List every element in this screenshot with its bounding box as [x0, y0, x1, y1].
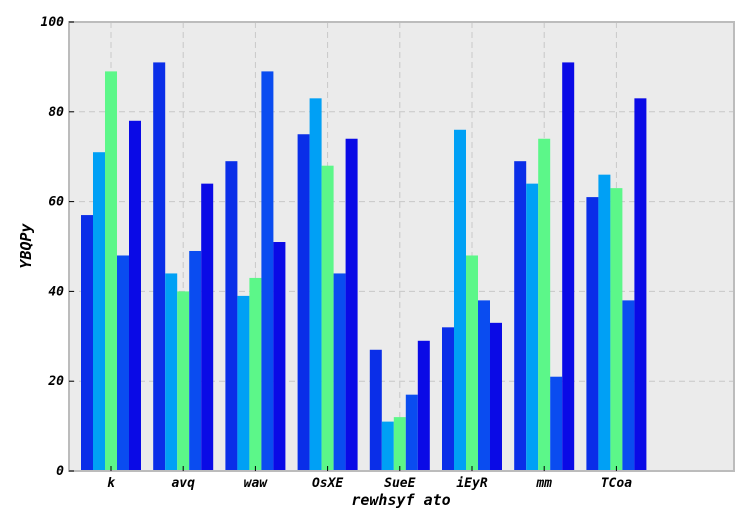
bar-waw-series-4	[261, 71, 274, 471]
x-tick-label: OsXE	[312, 476, 343, 491]
bars	[81, 62, 647, 472]
bar-waw-series-2	[237, 295, 250, 471]
bar-mm-series-5	[562, 62, 575, 471]
bar-k-series-3	[105, 71, 117, 471]
bar-TCoa-series-2	[598, 174, 611, 471]
y-tick-label: 80	[48, 105, 64, 120]
x-tick-label: waw	[244, 476, 269, 491]
bar-TCoa-series-3	[610, 188, 623, 471]
x-axis-ticks: k avq waw OsXE SueE iEyR mm TCoa	[107, 466, 632, 491]
bar-k-series-1	[81, 215, 93, 471]
x-tick-label: SueE	[384, 476, 415, 491]
x-tick-label: mm	[535, 476, 552, 491]
bar-avq-series-3	[177, 291, 190, 471]
bar-iEyR-series-3	[466, 255, 478, 471]
bar-OsXE-series-3	[321, 165, 334, 471]
x-tick-label: k	[107, 476, 116, 491]
bar-TCoa-series-4	[622, 300, 635, 471]
bar-OsXE-series-4	[333, 273, 346, 471]
bar-k-series-5	[129, 120, 141, 471]
bar-avq-series-4	[189, 250, 202, 471]
bar-iEyR-series-4	[478, 300, 490, 471]
bar-iEyR-series-1	[442, 327, 454, 471]
bar-waw-series-3	[249, 277, 262, 471]
bar-mm-series-2	[526, 183, 539, 471]
bar-mm-series-4	[550, 376, 563, 471]
bar-mm-series-3	[538, 138, 551, 472]
bar-avq-series-5	[201, 183, 214, 471]
bar-SueE-series-4	[405, 394, 418, 471]
bar-iEyR-series-2	[454, 129, 466, 471]
y-tick-label: 0	[56, 464, 64, 479]
bar-iEyR-series-5	[490, 322, 502, 471]
x-tick-label: iEyR	[456, 476, 487, 491]
bar-avq-series-1	[153, 62, 166, 471]
plot-frame	[68, 21, 735, 472]
x-tick-label: avq	[171, 476, 195, 491]
y-tick-label: 20	[47, 374, 64, 389]
y-tick-label: 40	[48, 284, 64, 299]
bar-OsXE-series-1	[297, 134, 310, 471]
bar-k-series-2	[93, 152, 105, 471]
bar-SueE-series-2	[381, 421, 394, 471]
bar-SueE-series-3	[393, 417, 406, 471]
x-tick-label: TCoa	[601, 476, 632, 491]
bar-mm-series-1	[514, 161, 527, 471]
bar-SueE-series-5	[417, 340, 430, 471]
bar-TCoa-series-1	[586, 197, 599, 472]
bar-waw-series-5	[273, 242, 286, 471]
y-axis-title: YBQPy	[17, 222, 35, 268]
bar-TCoa-series-5	[634, 98, 647, 471]
bar-avq-series-2	[165, 273, 178, 471]
y-axis-ticks: 0 20 40 60 80 100	[41, 15, 74, 479]
bar-OsXE-series-5	[345, 138, 358, 472]
bar-k-series-4	[117, 255, 129, 471]
bar-OsXE-series-2	[309, 98, 322, 471]
x-axis-title: rewhsyf ato	[351, 491, 450, 509]
y-tick-label: 60	[48, 195, 64, 210]
bar-waw-series-1	[225, 161, 238, 471]
bar-SueE-series-1	[369, 349, 382, 471]
y-tick-label: 100	[41, 15, 65, 30]
